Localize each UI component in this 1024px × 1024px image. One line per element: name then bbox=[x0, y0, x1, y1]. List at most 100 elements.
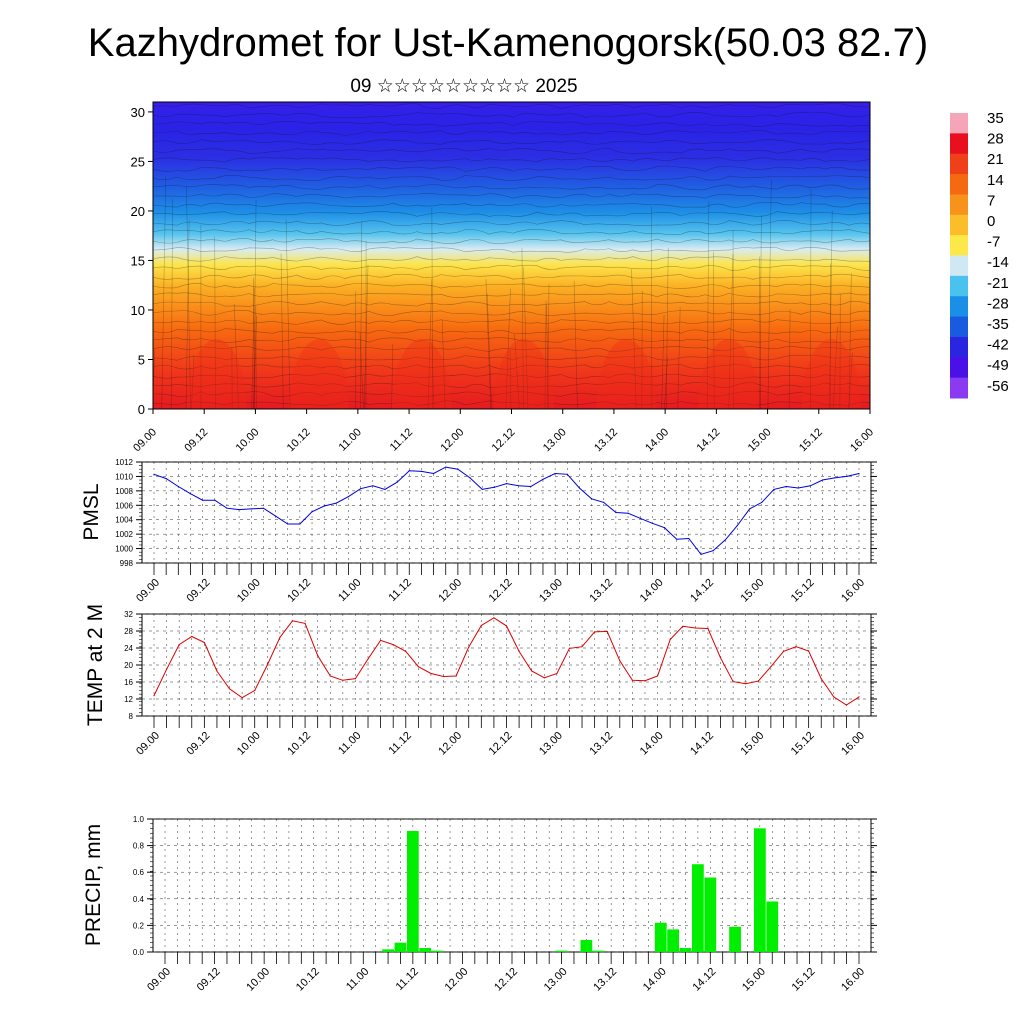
vertical-streamline bbox=[544, 300, 547, 409]
x-tick-label: 11.12 bbox=[394, 966, 421, 993]
data-point bbox=[153, 695, 155, 697]
x-tick-label: 14.00 bbox=[641, 966, 669, 994]
data-point bbox=[745, 683, 747, 685]
colorbar-swatch bbox=[950, 153, 968, 175]
precip-bar bbox=[394, 942, 407, 952]
colorbar-swatch bbox=[950, 275, 968, 297]
vertical-streamline bbox=[360, 221, 363, 409]
precip-panel: 0.0 0.2 0.4 0.6 0.8 1.0 09.00 09.12 10.00 10.12 11… bbox=[82, 815, 877, 994]
vertical-streamline bbox=[251, 287, 255, 409]
streamline bbox=[153, 373, 870, 379]
colorbar-swatch bbox=[950, 113, 968, 134]
data-point bbox=[191, 635, 193, 638]
streamline bbox=[153, 165, 870, 172]
section-y-tick-label: 5 bbox=[138, 352, 145, 367]
vertical-streamline bbox=[153, 350, 155, 404]
x-tick-label: 14.00 bbox=[638, 730, 666, 758]
vertical-streamline bbox=[427, 279, 433, 409]
colorbar-label: -14 bbox=[987, 254, 1009, 271]
data-point bbox=[153, 473, 155, 475]
x-tick-label: 11.00 bbox=[344, 966, 371, 993]
streamline bbox=[153, 328, 870, 334]
vertical-streamline bbox=[759, 215, 762, 409]
precip-bar bbox=[580, 940, 593, 952]
x-tick-label: 16.00 bbox=[839, 730, 867, 758]
colorbar-label: 7 bbox=[987, 192, 995, 209]
vertical-streamline bbox=[359, 332, 364, 409]
data-point bbox=[241, 697, 243, 699]
vertical-streamline bbox=[546, 305, 549, 409]
data-point bbox=[442, 675, 445, 678]
data-point bbox=[250, 508, 252, 510]
vertical-streamline bbox=[253, 200, 257, 409]
streamline bbox=[153, 400, 870, 406]
streamline bbox=[153, 175, 870, 182]
data-point bbox=[603, 501, 605, 503]
streamline bbox=[153, 346, 870, 352]
data-point bbox=[178, 644, 180, 646]
data-point bbox=[542, 478, 544, 480]
precip-bar bbox=[704, 877, 717, 952]
data-point bbox=[165, 668, 168, 670]
data-point bbox=[493, 486, 495, 488]
data-point bbox=[254, 689, 256, 692]
colorbar: 35 28 21 14 7 0 -7 -14 -21 -28 -35 -42 -49 -56 bbox=[950, 110, 1009, 399]
vertical-streamline bbox=[848, 273, 852, 409]
streamline bbox=[153, 273, 870, 280]
vertical-streamline bbox=[521, 248, 524, 409]
vertical-streamline bbox=[788, 309, 791, 409]
data-point bbox=[644, 680, 646, 682]
x-tick-label: 15.00 bbox=[738, 730, 766, 758]
vertical-streamline bbox=[509, 349, 512, 409]
precip-bar bbox=[431, 950, 444, 952]
vertical-streamline bbox=[170, 198, 173, 409]
streamline bbox=[153, 229, 870, 235]
data-point bbox=[694, 627, 696, 629]
data-point bbox=[663, 527, 666, 529]
x-tick-label: 09.00 bbox=[134, 577, 162, 605]
colorbar-label: -42 bbox=[987, 337, 1009, 354]
streamline bbox=[153, 238, 870, 244]
colorbar-swatch bbox=[950, 336, 968, 358]
data-point bbox=[556, 672, 558, 675]
x-tick-label: 16.00 bbox=[839, 577, 867, 605]
colorbar-label: 21 bbox=[987, 151, 1004, 168]
data-point bbox=[380, 639, 382, 641]
x-tick-label: 12.00 bbox=[436, 577, 464, 605]
section-x-tick-label: 10.00 bbox=[234, 426, 262, 454]
x-tick-label: 13.00 bbox=[537, 577, 565, 605]
data-point bbox=[291, 620, 294, 622]
data-point bbox=[430, 672, 432, 675]
vertical-streamline bbox=[523, 267, 529, 409]
y-tick-label: 1006 bbox=[115, 501, 133, 510]
data-point bbox=[627, 512, 629, 514]
x-tick-label: 10.00 bbox=[244, 966, 272, 994]
x-tick-label: 13.00 bbox=[537, 730, 565, 758]
x-tick-label: 15.12 bbox=[790, 966, 818, 994]
section-x-tick-label: 11.12 bbox=[388, 426, 415, 453]
warm-cell bbox=[186, 339, 247, 409]
precip-bar bbox=[753, 828, 766, 952]
x-tick-label: 10.12 bbox=[294, 966, 322, 994]
vertical-streamline bbox=[832, 326, 838, 409]
precip-bar bbox=[555, 950, 568, 952]
data-point bbox=[749, 508, 751, 510]
section-x-tick-label: 13.00 bbox=[541, 426, 569, 454]
y-tick-label: 0.4 bbox=[133, 895, 145, 904]
section-x-tick-label: 10.12 bbox=[285, 426, 313, 454]
x-tick-label: 16.00 bbox=[839, 966, 867, 994]
vertical-streamline bbox=[767, 179, 772, 409]
data-point bbox=[214, 499, 216, 501]
streamline bbox=[153, 336, 870, 343]
y-axis-label: PRECIP, mm bbox=[82, 824, 105, 946]
data-point bbox=[384, 488, 386, 491]
vertical-streamline bbox=[732, 230, 734, 409]
data-point bbox=[707, 627, 709, 630]
data-point bbox=[420, 470, 423, 472]
streamline bbox=[153, 111, 870, 119]
colorbar-label: 14 bbox=[987, 172, 1004, 189]
precip-bar bbox=[592, 950, 605, 952]
cross-section-y-axis: 0 5 10 15 20 25 30 bbox=[131, 105, 153, 417]
x-tick-label: 14.12 bbox=[688, 577, 716, 605]
